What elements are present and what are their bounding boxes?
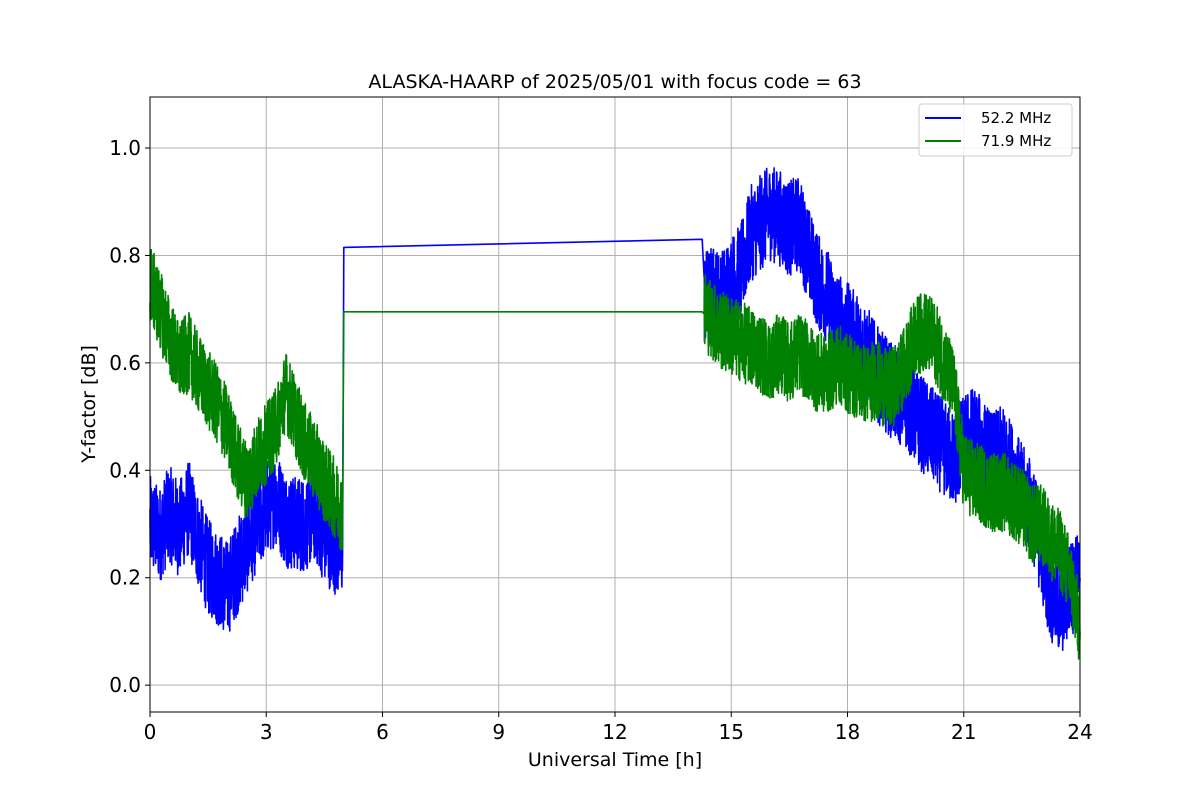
x-axis-label: Universal Time [h] — [528, 749, 702, 771]
x-tick-label-7: 21 — [951, 720, 976, 744]
series-line-1 — [149, 249, 1081, 660]
y-tick-label-0: 0.0 — [109, 673, 141, 697]
y-tick-label-1: 0.2 — [109, 566, 141, 590]
x-tick-label-0: 0 — [144, 720, 157, 744]
x-tick-label-3: 9 — [492, 720, 505, 744]
x-tick-label-2: 6 — [376, 720, 389, 744]
x-tick-label-1: 3 — [260, 720, 273, 744]
x-tick-label-5: 15 — [719, 720, 744, 744]
y-tick-label-2: 0.4 — [109, 458, 141, 482]
y-tick-label-4: 0.8 — [109, 243, 141, 267]
ticks: 0 3 6 9 12 15 18 21 24 0.0 0.2 0.4 0.6 0.8 1.0 — [109, 136, 1093, 744]
chart-title: ALASKA-HAARP of 2025/05/01 with focus co… — [368, 71, 861, 93]
legend: 52.2 MHz 71.9 MHz — [918, 103, 1073, 157]
legend-label-71-mhz: 71.9 MHz — [981, 132, 1051, 150]
y-tick-label-3: 0.6 — [109, 351, 141, 375]
plot-series — [149, 167, 1081, 660]
series-line-0 — [149, 167, 1081, 651]
y-tick-label-5: 1.0 — [109, 136, 141, 160]
x-tick-label-4: 12 — [602, 720, 627, 744]
x-tick-label-8: 24 — [1067, 720, 1092, 744]
x-tick-label-6: 18 — [835, 720, 860, 744]
legend-label-52-mhz: 52.2 MHz — [981, 109, 1051, 127]
y-axis-label: Y-factor [dB] — [78, 345, 100, 464]
